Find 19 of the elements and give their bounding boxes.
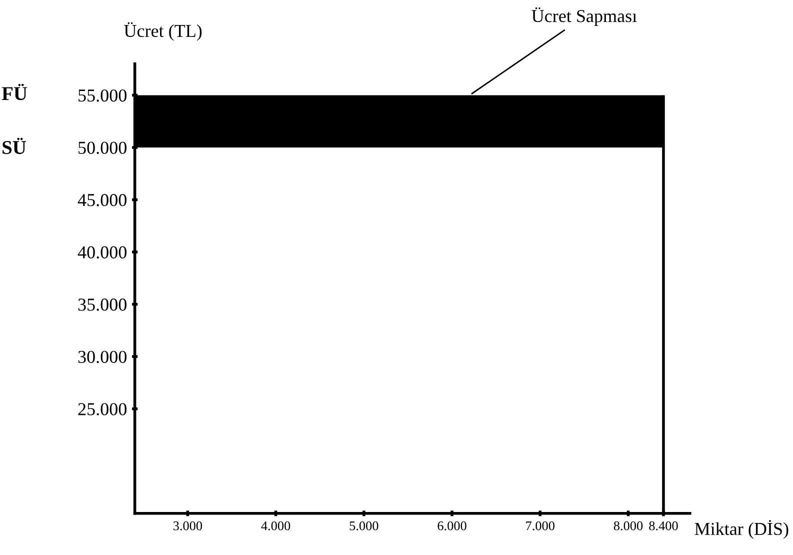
- y-tick-label: 25.000: [78, 403, 126, 416]
- y-tick-label: 35.000: [78, 298, 126, 311]
- x-tick-label: 7.000: [526, 521, 554, 530]
- x-tick-label: 5.000: [350, 521, 378, 530]
- y-tick-label: 40.000: [78, 246, 126, 259]
- text: FÜ: [2, 84, 28, 100]
- y-tick-label: 55.000: [78, 89, 126, 102]
- x-tick-label: 4.000: [261, 521, 290, 530]
- x-tick-label: 8.400: [649, 521, 678, 530]
- y-tick-label: 30.000: [78, 350, 126, 364]
- x-axis-title: Miktar (DİS): [694, 520, 788, 539]
- x-tick-label: 3.000: [173, 521, 202, 530]
- annotation: Ücret Sapması: [532, 7, 637, 26]
- y-tick-label: 50.000: [78, 142, 126, 154]
- y-axis-title: Ücret (TL): [124, 22, 202, 41]
- x-tick-label: 8.000: [614, 521, 643, 530]
- x-tick-label: 6.000: [438, 521, 466, 530]
- y-tick-label: 45.000: [78, 194, 126, 206]
- text: SÜ: [2, 138, 26, 154]
